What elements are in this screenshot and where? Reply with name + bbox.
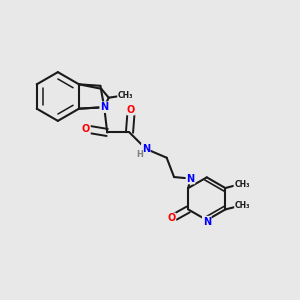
Text: CH₃: CH₃ [118, 91, 134, 100]
Text: N: N [100, 102, 108, 112]
Text: O: O [167, 213, 176, 224]
Text: N: N [186, 173, 194, 184]
Text: N: N [203, 217, 211, 226]
Text: CH₃: CH₃ [235, 201, 250, 210]
Text: CH₃: CH₃ [234, 180, 250, 189]
Text: H: H [136, 150, 143, 159]
Text: N: N [142, 144, 150, 154]
Text: O: O [127, 105, 135, 115]
Text: O: O [82, 124, 90, 134]
